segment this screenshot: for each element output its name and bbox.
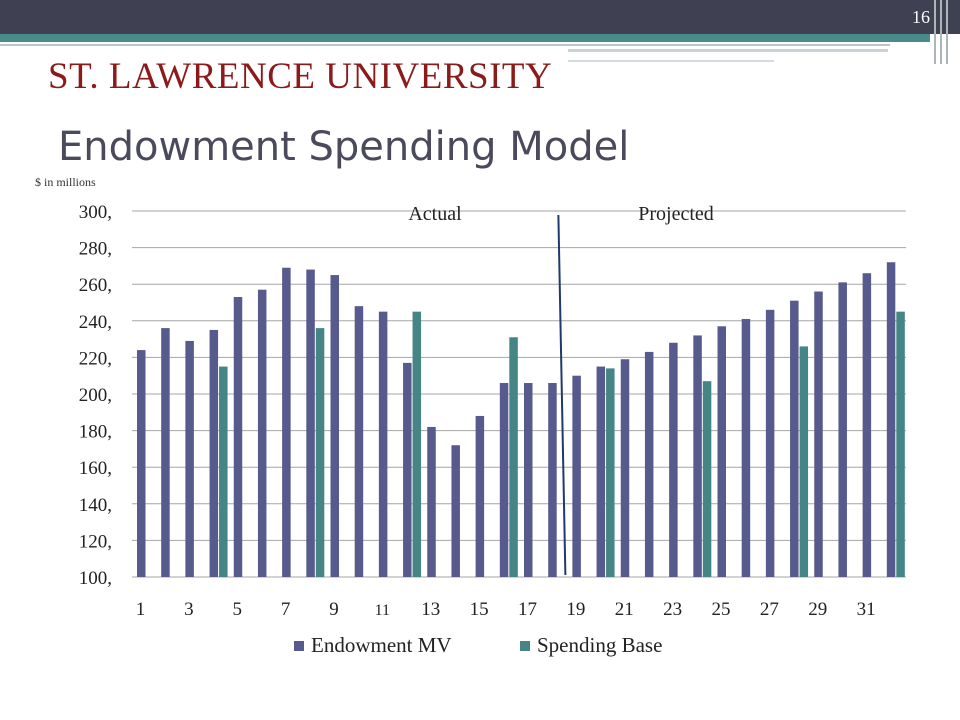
bar-endowment-mv (669, 342, 678, 577)
bar-endowment-mv (814, 291, 823, 577)
x-tick-label: 9 (329, 599, 339, 620)
corner-rule (946, 0, 948, 64)
y-tick-label: 120, (79, 531, 112, 552)
x-tick-label: 5 (232, 599, 242, 620)
corner-rule (934, 0, 936, 64)
bar-endowment-mv (644, 351, 654, 577)
x-tick-label: 25 (711, 599, 730, 620)
bar-endowment-mv (886, 262, 896, 577)
bar-endowment-mv (765, 309, 775, 577)
legend-swatch-spending-base (520, 641, 530, 651)
bar-endowment-mv (790, 300, 799, 577)
x-tick-label: 27 (760, 599, 779, 620)
top-accent-bar (0, 34, 930, 42)
x-tick-label: 11 (375, 602, 390, 619)
bar-endowment-mv (185, 340, 194, 577)
bar-endowment-mv (378, 311, 388, 577)
page-title: Endowment Spending Model (58, 124, 630, 170)
x-tick-label: 29 (808, 599, 827, 620)
y-tick-label: 260, (79, 275, 112, 296)
x-tick-label: 15 (470, 599, 489, 620)
university-logo: ST. LAWRENCE UNIVERSITY (48, 56, 553, 97)
x-tick-label: 31 (857, 599, 876, 620)
y-tick-label: 220, (79, 348, 112, 369)
bar-endowment-mv (838, 282, 847, 577)
bar-endowment-mv (137, 350, 146, 577)
y-tick-label: 160, (79, 458, 112, 479)
x-tick-label: 7 (281, 599, 291, 620)
x-tick-label: 17 (518, 599, 537, 620)
y-tick-label: 180, (79, 422, 112, 443)
y-tick-label: 280, (79, 239, 112, 260)
bar-endowment-mv (717, 326, 726, 577)
bar-endowment-mv (427, 426, 436, 577)
bar-spending-base (896, 311, 905, 577)
bar-endowment-mv (693, 335, 702, 577)
annotation-projected: Projected (638, 203, 714, 225)
bar-endowment-mv (306, 269, 315, 577)
top-accent-line (568, 49, 888, 52)
units-label: $ in millions (35, 175, 96, 189)
bar-endowment-mv (548, 383, 557, 577)
x-tick-label: 21 (615, 599, 634, 620)
bar-spending-base (315, 328, 325, 577)
bar-endowment-mv (620, 359, 630, 577)
annotation-actual: Actual (408, 203, 462, 225)
y-tick-label: 240, (79, 312, 112, 333)
page-number: 16 (912, 7, 930, 27)
x-tick-label: 23 (663, 599, 682, 620)
bar-endowment-mv (209, 329, 219, 577)
bar-endowment-mv (403, 362, 412, 577)
x-tick-label: 19 (566, 599, 585, 620)
bar-endowment-mv (475, 415, 485, 577)
legend-label-endowment-mv: Endowment MV (311, 633, 452, 657)
bar-endowment-mv (330, 275, 339, 577)
bar-spending-base (219, 366, 228, 577)
actual-projected-divider (557, 214, 567, 576)
bar-spending-base (606, 368, 615, 577)
top-bar (0, 0, 960, 34)
corner-rule (940, 0, 942, 64)
bar-endowment-mv (282, 267, 291, 577)
x-tick-label: 3 (184, 599, 194, 620)
x-tick-label: 1 (136, 599, 146, 620)
x-tick-label: 13 (421, 599, 440, 620)
y-tick-label: 200, (79, 385, 112, 406)
top-accent-line (568, 60, 774, 62)
bar-endowment-mv (596, 366, 606, 577)
bar-endowment-mv (862, 273, 872, 577)
legend-label-spending-base: Spending Base (537, 633, 662, 657)
bar-endowment-mv (499, 383, 509, 577)
y-tick-label: 300, (79, 202, 112, 223)
bar-endowment-mv (524, 383, 533, 577)
bar-endowment-mv (451, 445, 460, 577)
bar-endowment-mv (354, 306, 364, 577)
bar-spending-base (412, 311, 422, 577)
bar-endowment-mv (741, 318, 751, 577)
y-tick-label: 100, (79, 568, 112, 589)
bar-spending-base (702, 381, 712, 577)
top-accent-line (0, 44, 890, 46)
y-tick-label: 140, (79, 495, 112, 516)
bar-endowment-mv (572, 375, 581, 577)
bar-endowment-mv (161, 328, 170, 577)
bar-endowment-mv (233, 297, 243, 577)
bar-spending-base (509, 337, 518, 577)
bar-endowment-mv (257, 289, 267, 577)
bar-spending-base (799, 346, 809, 577)
legend-swatch-endowment-mv (294, 641, 304, 651)
